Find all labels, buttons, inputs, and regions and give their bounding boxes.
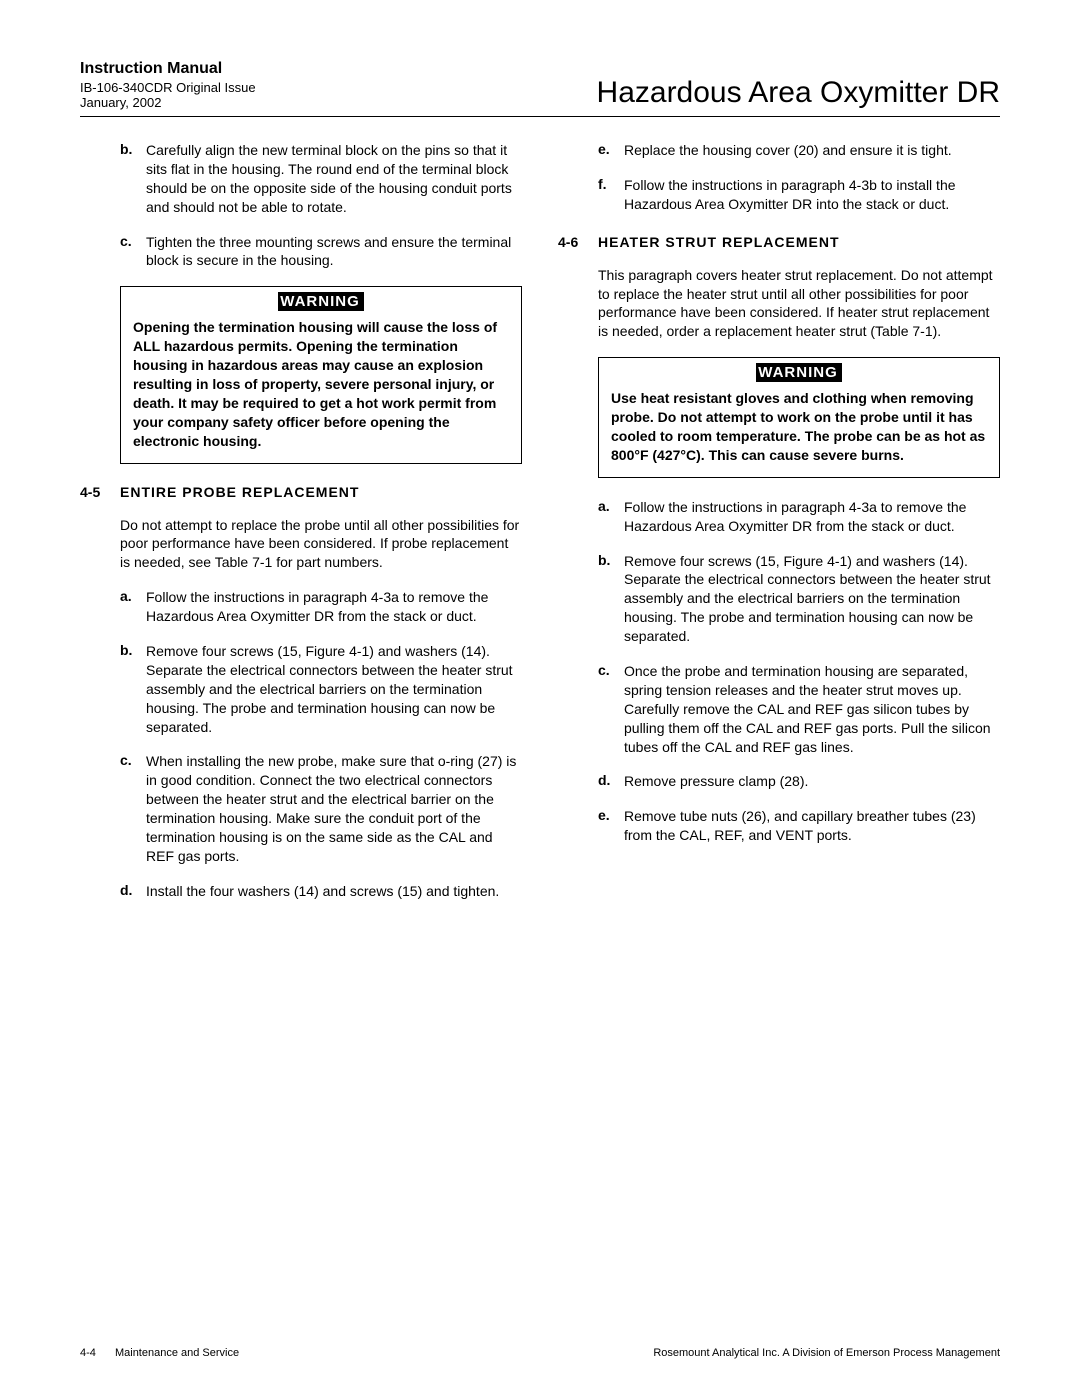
header-left: Instruction Manual IB-106-340CDR Origina…: [80, 60, 256, 110]
list-item: b. Carefully align the new terminal bloc…: [120, 141, 522, 217]
item-letter: f.: [598, 176, 624, 214]
item-letter: c.: [120, 233, 146, 271]
section-number: 4-5: [80, 484, 120, 500]
doc-date: January, 2002: [80, 95, 256, 110]
warning-label-text: WARNING: [278, 292, 364, 311]
content-columns: b. Carefully align the new terminal bloc…: [80, 141, 1000, 917]
item-letter: d.: [120, 882, 146, 901]
right-column: e. Replace the housing cover (20) and en…: [558, 141, 1000, 917]
item-text: Carefully align the new terminal block o…: [146, 141, 522, 217]
section-heading: 4-6 HEATER STRUT REPLACEMENT: [558, 234, 1000, 250]
footer-company: Rosemount Analytical Inc. A Division of …: [653, 1347, 1000, 1359]
section-heading: 4-5 ENTIRE PROBE REPLACEMENT: [80, 484, 522, 500]
warning-label: WARNING: [599, 358, 999, 385]
section-number: 4-6: [558, 234, 598, 250]
doc-id: IB-106-340CDR Original Issue: [80, 80, 256, 95]
manual-title: Instruction Manual: [80, 60, 256, 78]
item-letter: e.: [598, 141, 624, 160]
warning-label: WARNING: [121, 287, 521, 314]
item-letter: b.: [120, 141, 146, 217]
item-text: Replace the housing cover (20) and ensur…: [624, 141, 1000, 160]
item-text: Remove tube nuts (26), and capillary bre…: [624, 807, 1000, 845]
item-letter: e.: [598, 807, 624, 845]
left-column: b. Carefully align the new terminal bloc…: [80, 141, 522, 917]
item-letter: b.: [120, 642, 146, 736]
list-item: d. Install the four washers (14) and scr…: [120, 882, 522, 901]
page-header: Instruction Manual IB-106-340CDR Origina…: [80, 60, 1000, 110]
item-text: Follow the instructions in paragraph 4-3…: [624, 176, 1000, 214]
list-item: b. Remove four screws (15, Figure 4-1) a…: [120, 642, 522, 736]
list-item: e. Remove tube nuts (26), and capillary …: [598, 807, 1000, 845]
page-footer: 4-4 Maintenance and Service Rosemount An…: [80, 1347, 1000, 1359]
footer-section: Maintenance and Service: [115, 1347, 239, 1359]
item-text: Once the probe and termination housing a…: [624, 662, 1000, 756]
item-text: Install the four washers (14) and screws…: [146, 882, 522, 901]
item-text: Follow the instructions in paragraph 4-3…: [146, 588, 522, 626]
list-item: b. Remove four screws (15, Figure 4-1) a…: [598, 552, 1000, 646]
section-title: ENTIRE PROBE REPLACEMENT: [120, 484, 359, 500]
list-item: c. Tighten the three mounting screws and…: [120, 233, 522, 271]
warning-text: Opening the termination housing will cau…: [121, 314, 521, 462]
list-item: d. Remove pressure clamp (28).: [598, 772, 1000, 791]
list-item: a. Follow the instructions in paragraph …: [120, 588, 522, 626]
page-number: 4-4: [80, 1347, 96, 1359]
item-text: Tighten the three mounting screws and en…: [146, 233, 522, 271]
item-letter: a.: [120, 588, 146, 626]
item-text: Remove pressure clamp (28).: [624, 772, 1000, 791]
item-letter: b.: [598, 552, 624, 646]
list-item: c. Once the probe and termination housin…: [598, 662, 1000, 756]
product-title: Hazardous Area Oxymitter DR: [597, 76, 1000, 110]
item-text: When installing the new probe, make sure…: [146, 752, 522, 865]
item-text: Remove four screws (15, Figure 4-1) and …: [146, 642, 522, 736]
item-text: Follow the instructions in paragraph 4-3…: [624, 498, 1000, 536]
warning-box: WARNING Use heat resistant gloves and cl…: [598, 357, 1000, 478]
list-item: f. Follow the instructions in paragraph …: [598, 176, 1000, 214]
section-title: HEATER STRUT REPLACEMENT: [598, 234, 840, 250]
item-letter: c.: [598, 662, 624, 756]
section-intro: Do not attempt to replace the probe unti…: [120, 516, 522, 573]
warning-box: WARNING Opening the termination housing …: [120, 286, 522, 463]
list-item: c. When installing the new probe, make s…: [120, 752, 522, 865]
item-letter: c.: [120, 752, 146, 865]
item-letter: d.: [598, 772, 624, 791]
footer-left: 4-4 Maintenance and Service: [80, 1347, 239, 1359]
header-rule: [80, 116, 1000, 117]
warning-text: Use heat resistant gloves and clothing w…: [599, 385, 999, 477]
list-item: a. Follow the instructions in paragraph …: [598, 498, 1000, 536]
warning-label-text: WARNING: [756, 363, 842, 382]
item-text: Remove four screws (15, Figure 4-1) and …: [624, 552, 1000, 646]
list-item: e. Replace the housing cover (20) and en…: [598, 141, 1000, 160]
section-intro: This paragraph covers heater strut repla…: [598, 266, 1000, 342]
item-letter: a.: [598, 498, 624, 536]
